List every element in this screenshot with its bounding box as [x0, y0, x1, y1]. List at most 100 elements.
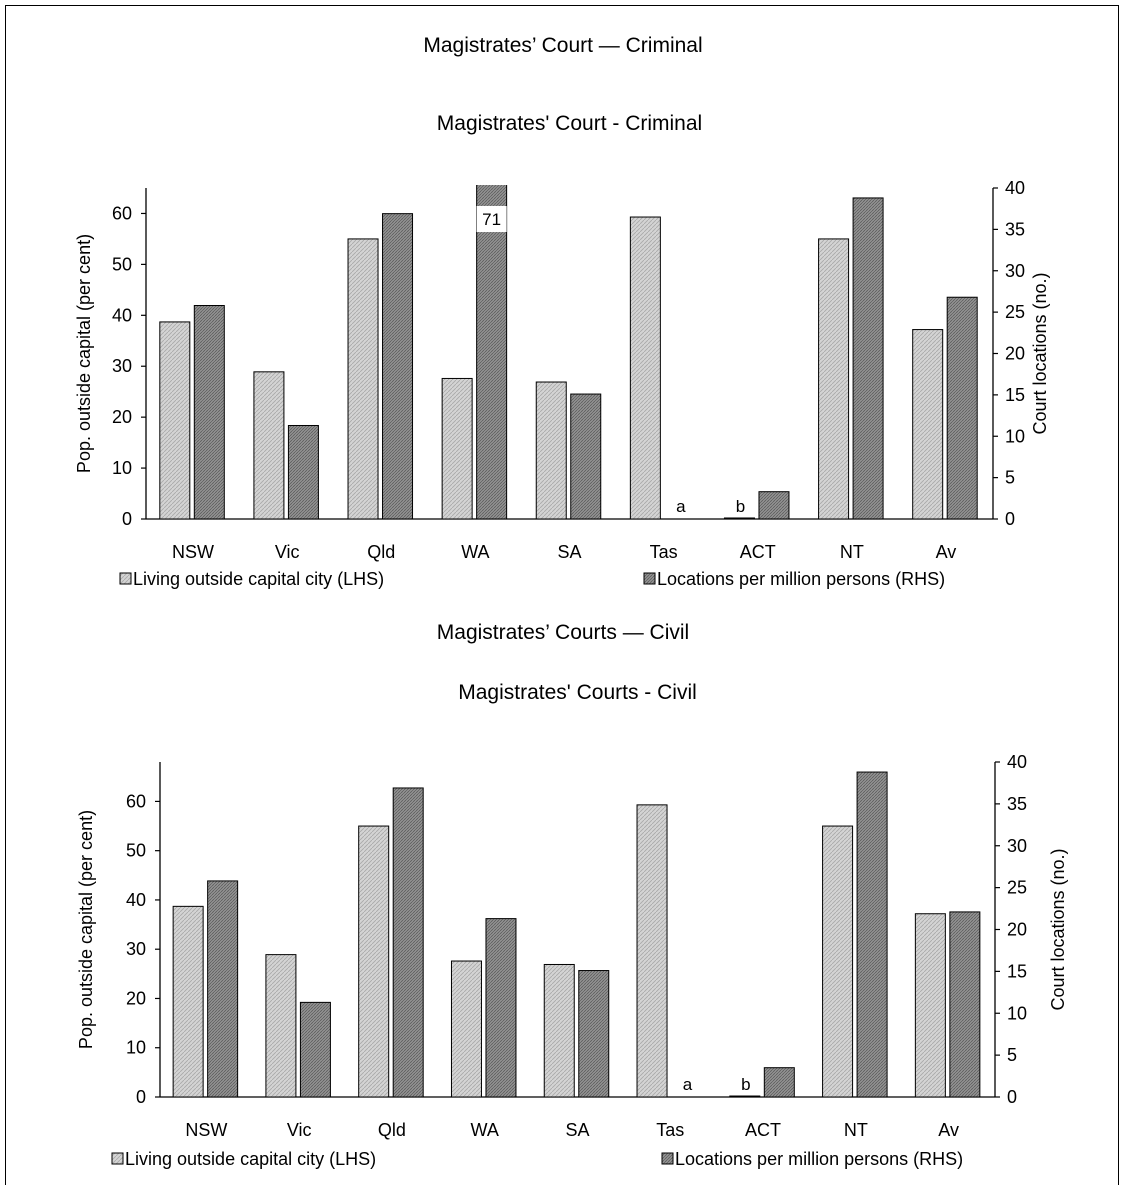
bar-locations-vic — [287, 424, 319, 520]
bar-living-outside-nt — [822, 825, 854, 1098]
bar-locations-nt — [856, 771, 888, 1098]
bar-living-outside-act — [729, 1095, 761, 1098]
left-tick-label: 30 — [126, 939, 146, 959]
left-tick-label: 30 — [112, 356, 132, 376]
bar-living-outside-sa — [543, 963, 575, 1098]
right-tick-label: 20 — [1007, 920, 1027, 940]
bar-locations-nt — [852, 197, 884, 520]
chart-heading: Magistrates’ Court — Criminal — [423, 34, 702, 57]
bar-living-outside-wa — [450, 960, 482, 1098]
bar-living-outside-nt — [818, 238, 850, 520]
right-tick-label: 35 — [1007, 794, 1027, 814]
clip-value-box — [476, 206, 507, 232]
legend: Living outside capital city (LHS) Locatio… — [119, 569, 945, 589]
right-tick-label: 15 — [1007, 961, 1027, 981]
bar-locations-nsw — [207, 880, 239, 1098]
annotation-value-label: 71 — [482, 210, 501, 229]
right-tick-label: 25 — [1005, 302, 1025, 322]
chart-heading: Magistrates’ Courts — Civil — [437, 621, 689, 644]
left-tick-label: 0 — [122, 509, 132, 529]
bar-locations-nsw — [193, 305, 225, 520]
category-label-tas: Tas — [650, 542, 678, 562]
annotation-footnote-b: b — [741, 1075, 750, 1094]
left-tick-label: 10 — [112, 458, 132, 478]
right-tick-label: 20 — [1005, 344, 1025, 364]
category-label-av: Av — [936, 542, 957, 562]
annotation-footnote-a: a — [676, 497, 686, 516]
bar-living-outside-wa — [441, 377, 473, 520]
category-label-nsw: NSW — [172, 542, 214, 562]
left-tick-label: 40 — [126, 890, 146, 910]
y2-axis-title: Court locations (no.) — [1030, 272, 1050, 434]
left-tick-label: 60 — [126, 791, 146, 811]
right-tick-label: 40 — [1005, 178, 1025, 198]
category-label-wa: WA — [471, 1120, 499, 1140]
bar-locations-act — [763, 1067, 795, 1098]
chart-title: Magistrates' Courts - Civil — [458, 681, 697, 704]
category-label-act: ACT — [740, 542, 776, 562]
legend-label-locations: Locations per million persons (RHS) — [675, 1149, 963, 1169]
left-tick-label: 20 — [112, 407, 132, 427]
bar-living-outside-sa — [535, 381, 567, 520]
bar-locations-wa — [476, 184, 508, 520]
right-tick-label: 35 — [1005, 219, 1025, 239]
y-axis-title: Pop. outside capital (per cent) — [76, 810, 96, 1049]
bar-living-outside-av — [914, 913, 946, 1098]
right-tick-label: 5 — [1007, 1045, 1017, 1065]
chart-title: Magistrates' Court - Criminal — [437, 112, 702, 135]
left-tick-label: 10 — [126, 1038, 146, 1058]
bar-living-outside-nsw — [172, 905, 204, 1098]
bars — [172, 771, 981, 1098]
bar-locations-av — [946, 296, 978, 520]
bar-locations-sa — [578, 970, 610, 1098]
category-label-wa: WA — [461, 542, 489, 562]
axes: 0 10 20 30 40 50 60 0 5 10 15 20 25 30 35 40 Pop. outsid… — [74, 178, 1050, 529]
bar-locations-qld — [382, 213, 414, 520]
right-tick-label: 15 — [1005, 385, 1025, 405]
bar-living-outside-qld — [358, 825, 390, 1098]
bar-living-outside-tas — [636, 804, 668, 1098]
bar-living-outside-nsw — [159, 321, 191, 520]
category-label-sa: SA — [565, 1120, 589, 1140]
legend-label-living-outside: Living outside capital city (LHS) — [125, 1149, 376, 1169]
annotation-footnote-b: b — [736, 497, 745, 516]
category-label-nsw: NSW — [185, 1120, 227, 1140]
left-tick-label: 50 — [112, 254, 132, 274]
bar-living-outside-tas — [629, 216, 661, 520]
legend-label-living-outside: Living outside capital city (LHS) — [133, 569, 384, 589]
bar-locations-av — [949, 911, 981, 1098]
bar-living-outside-vic — [265, 954, 297, 1098]
category-label-qld: Qld — [378, 1120, 406, 1140]
y-axis-title: Pop. outside capital (per cent) — [74, 234, 94, 473]
right-tick-label: 5 — [1005, 468, 1015, 488]
left-tick-label: 0 — [136, 1087, 146, 1107]
figure-frame — [5, 5, 1119, 1185]
left-tick-label: 40 — [112, 305, 132, 325]
bar-locations-act — [758, 491, 790, 520]
category-label-tas: Tas — [656, 1120, 684, 1140]
category-label-nt: NT — [844, 1120, 868, 1140]
category-label-av: Av — [938, 1120, 959, 1140]
bar-locations-qld — [392, 787, 424, 1098]
right-tick-label: 25 — [1007, 878, 1027, 898]
bars — [159, 184, 978, 520]
bar-living-outside-av — [912, 329, 944, 520]
criminal-chart: Magistrates’ Court — Criminal Magistrates… — [74, 34, 1050, 589]
right-tick-label: 0 — [1005, 509, 1015, 529]
right-tick-label: 30 — [1007, 836, 1027, 856]
category-label-vic: Vic — [275, 542, 300, 562]
left-tick-label: 50 — [126, 841, 146, 861]
axes: 0 10 20 30 40 50 60 0 5 10 15 20 25 30 35 40 Pop. outsid… — [76, 752, 1068, 1107]
left-tick-label: 20 — [126, 988, 146, 1008]
legend-swatch-living-outside — [119, 572, 132, 585]
bar-locations-sa — [570, 393, 602, 520]
y2-axis-title: Court locations (no.) — [1048, 848, 1068, 1010]
bar-living-outside-vic — [253, 371, 285, 520]
bar-locations-vic — [299, 1001, 331, 1098]
category-label-qld: Qld — [367, 542, 395, 562]
annotation-footnote-a: a — [683, 1075, 693, 1094]
category-label-sa: SA — [557, 542, 581, 562]
right-tick-label: 10 — [1007, 1003, 1027, 1023]
left-tick-label: 60 — [112, 203, 132, 223]
